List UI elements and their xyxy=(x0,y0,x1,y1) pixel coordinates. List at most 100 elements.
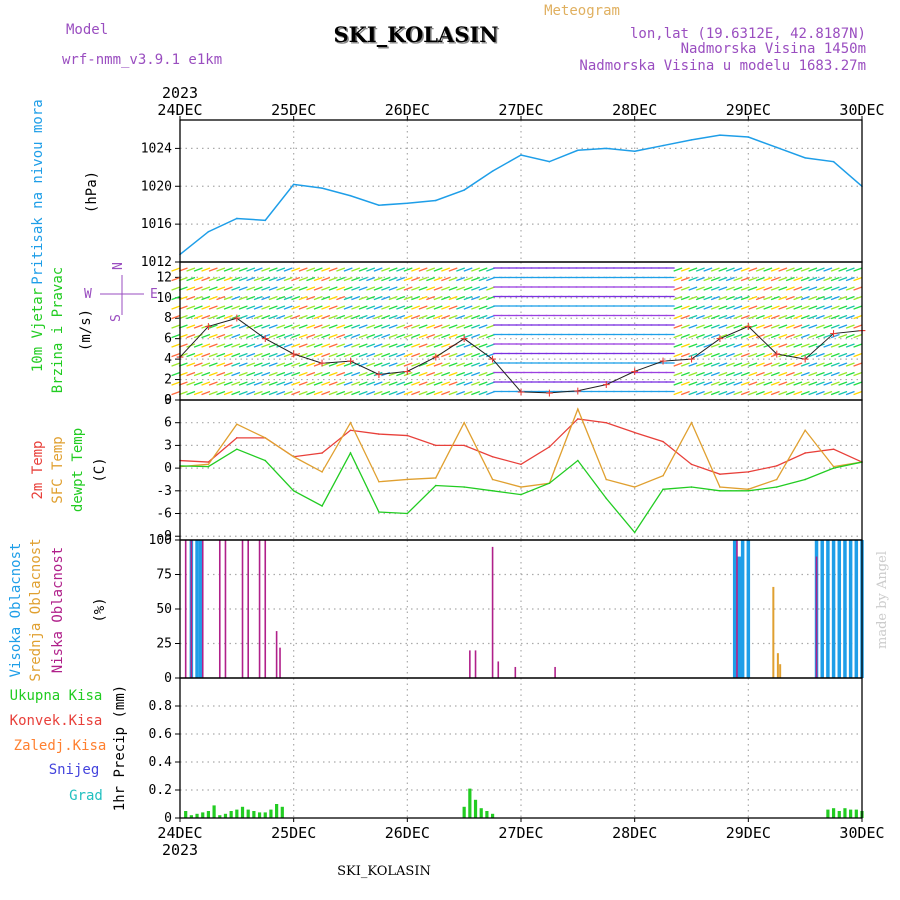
precip-bar xyxy=(849,809,853,818)
wind-barb xyxy=(313,362,323,367)
wind-barb xyxy=(313,314,323,320)
wind-barb xyxy=(800,381,810,386)
wind-barb xyxy=(845,381,855,386)
wind-barb xyxy=(441,352,451,358)
wind-barb xyxy=(748,381,758,386)
wind-barb xyxy=(793,295,803,301)
wind-barb xyxy=(358,343,368,348)
wind-barb xyxy=(800,371,810,377)
high-cloud-bar xyxy=(826,540,830,678)
wind-barb xyxy=(823,286,833,291)
wind-barb xyxy=(673,267,683,272)
wind-barb xyxy=(808,343,818,348)
wind-barb xyxy=(253,314,263,320)
wind-barb xyxy=(193,286,203,291)
wind-gust-marker: + xyxy=(659,354,667,369)
precip-bar xyxy=(252,811,256,818)
y-tick-label: -3 xyxy=(156,484,172,499)
wind-barb xyxy=(830,333,840,339)
wind-barb xyxy=(748,390,758,396)
wind-barb xyxy=(853,314,863,320)
wind-barb xyxy=(321,305,331,310)
wind-barb xyxy=(695,295,705,301)
wind-barb xyxy=(673,295,683,301)
wind-barb xyxy=(201,267,211,272)
wind-gust-marker: + xyxy=(489,352,497,367)
wind-barb xyxy=(246,286,256,291)
wind-barb xyxy=(208,286,218,291)
wind-barb xyxy=(396,362,406,367)
wind-barb xyxy=(223,381,233,386)
wind-barb xyxy=(688,352,698,358)
wind-barb xyxy=(321,390,331,396)
wind-barb xyxy=(336,267,346,272)
wind-barb xyxy=(740,362,750,367)
wind-barb xyxy=(785,267,795,272)
wind-barb xyxy=(381,390,391,396)
wind-barb xyxy=(830,305,840,310)
low-cloud-bar xyxy=(279,647,281,678)
wind-barb xyxy=(388,324,398,329)
wind-barb xyxy=(411,390,421,396)
legend-snow: Snijeg xyxy=(49,762,100,778)
wind-barb xyxy=(448,324,458,329)
wind-barb xyxy=(695,286,705,291)
wind-barb xyxy=(321,286,331,291)
label-temp-2m: 2m Temp xyxy=(30,440,46,499)
temp-2m-point xyxy=(719,473,721,475)
wind-barb xyxy=(193,343,203,348)
wind-barb xyxy=(388,295,398,301)
wind-barb xyxy=(411,371,421,377)
wind-barb xyxy=(680,352,690,358)
wind-barb xyxy=(238,390,248,396)
y-tick-label: 0 xyxy=(164,393,172,408)
wind-barb xyxy=(433,267,443,272)
sfc-temp-point xyxy=(804,429,806,432)
wind-barb xyxy=(366,381,376,386)
wind-barb xyxy=(456,267,466,272)
wind-barb xyxy=(231,343,241,348)
wind-barb xyxy=(845,276,855,282)
wind-barb xyxy=(231,305,241,310)
wind-barb xyxy=(733,362,743,367)
wind-barb xyxy=(710,295,720,301)
wind-barb xyxy=(193,352,203,358)
wind-barb xyxy=(388,352,398,358)
wind-gust-marker: + xyxy=(432,350,440,365)
wind-barb xyxy=(261,276,271,282)
wind-barb xyxy=(358,352,368,358)
wind-barb xyxy=(688,305,698,310)
low-cloud-bar xyxy=(554,666,556,678)
wind-barb xyxy=(231,324,241,329)
wind-barb xyxy=(171,371,181,377)
wind-barb xyxy=(853,390,863,396)
wind-barb xyxy=(755,333,765,339)
wind-barb xyxy=(283,267,293,272)
low-cloud-bar xyxy=(224,540,227,678)
wind-barb xyxy=(253,305,263,310)
wind-barb xyxy=(733,333,743,339)
wind-barb xyxy=(351,314,361,320)
wind-barb xyxy=(418,295,428,301)
wind-barb xyxy=(201,390,211,396)
wind-barb xyxy=(770,286,780,291)
wind-barb xyxy=(306,314,316,320)
precip-bar xyxy=(485,811,489,818)
wind-barb xyxy=(718,381,728,386)
wind-barb xyxy=(733,267,743,272)
dewpoint-point xyxy=(434,484,437,487)
y-tick-label: -6 xyxy=(156,507,172,522)
title-shadow: SKI_KOLASIN xyxy=(335,24,500,49)
wind-barb xyxy=(291,267,301,272)
pressure-point xyxy=(548,160,551,163)
wind-barb xyxy=(411,295,421,301)
wind-barb xyxy=(778,343,788,348)
wind-barb xyxy=(463,286,473,291)
pressure-point xyxy=(349,194,352,197)
sfc-temp-point xyxy=(264,437,267,439)
compass-n: N xyxy=(111,262,126,270)
wind-barb xyxy=(328,305,338,310)
wind-gust-marker: + xyxy=(602,378,610,393)
y-tick-label: 1020 xyxy=(141,179,172,194)
